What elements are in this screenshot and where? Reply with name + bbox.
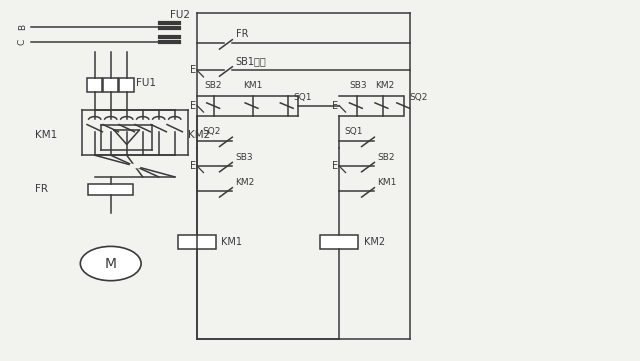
Bar xyxy=(87,78,102,92)
Text: KM1: KM1 xyxy=(243,81,262,90)
Text: KM2: KM2 xyxy=(375,81,394,90)
Text: SQ2: SQ2 xyxy=(410,93,428,102)
Text: KM2: KM2 xyxy=(236,178,255,187)
Text: E: E xyxy=(189,65,196,75)
Text: M: M xyxy=(105,257,116,270)
Bar xyxy=(178,235,216,249)
Bar xyxy=(119,78,134,92)
Text: KM1: KM1 xyxy=(35,130,58,140)
Text: E: E xyxy=(189,161,196,171)
Text: E: E xyxy=(332,101,338,110)
Text: SQ1: SQ1 xyxy=(293,93,312,102)
Text: FU1: FU1 xyxy=(136,78,156,88)
Text: E: E xyxy=(189,101,196,110)
Text: SB2: SB2 xyxy=(378,153,395,161)
Text: SQ1: SQ1 xyxy=(344,127,363,136)
Text: SQ2: SQ2 xyxy=(202,127,221,136)
Text: SB3: SB3 xyxy=(349,81,367,90)
Ellipse shape xyxy=(81,246,141,281)
Text: SB1停车: SB1停车 xyxy=(236,56,266,66)
Text: FU2: FU2 xyxy=(170,10,189,20)
Text: KM1: KM1 xyxy=(378,178,397,187)
Bar xyxy=(320,235,358,249)
Text: KM2: KM2 xyxy=(364,237,385,247)
Text: SB2: SB2 xyxy=(205,81,222,90)
Text: C: C xyxy=(18,38,27,45)
Text: FR: FR xyxy=(35,184,48,194)
Bar xyxy=(103,78,118,92)
Text: KM1: KM1 xyxy=(221,237,243,247)
Text: E: E xyxy=(332,161,338,171)
Text: KM2: KM2 xyxy=(188,130,210,140)
Text: SB3: SB3 xyxy=(236,153,253,161)
Bar xyxy=(88,184,133,195)
Text: B: B xyxy=(18,24,27,30)
Text: FR: FR xyxy=(236,29,248,39)
